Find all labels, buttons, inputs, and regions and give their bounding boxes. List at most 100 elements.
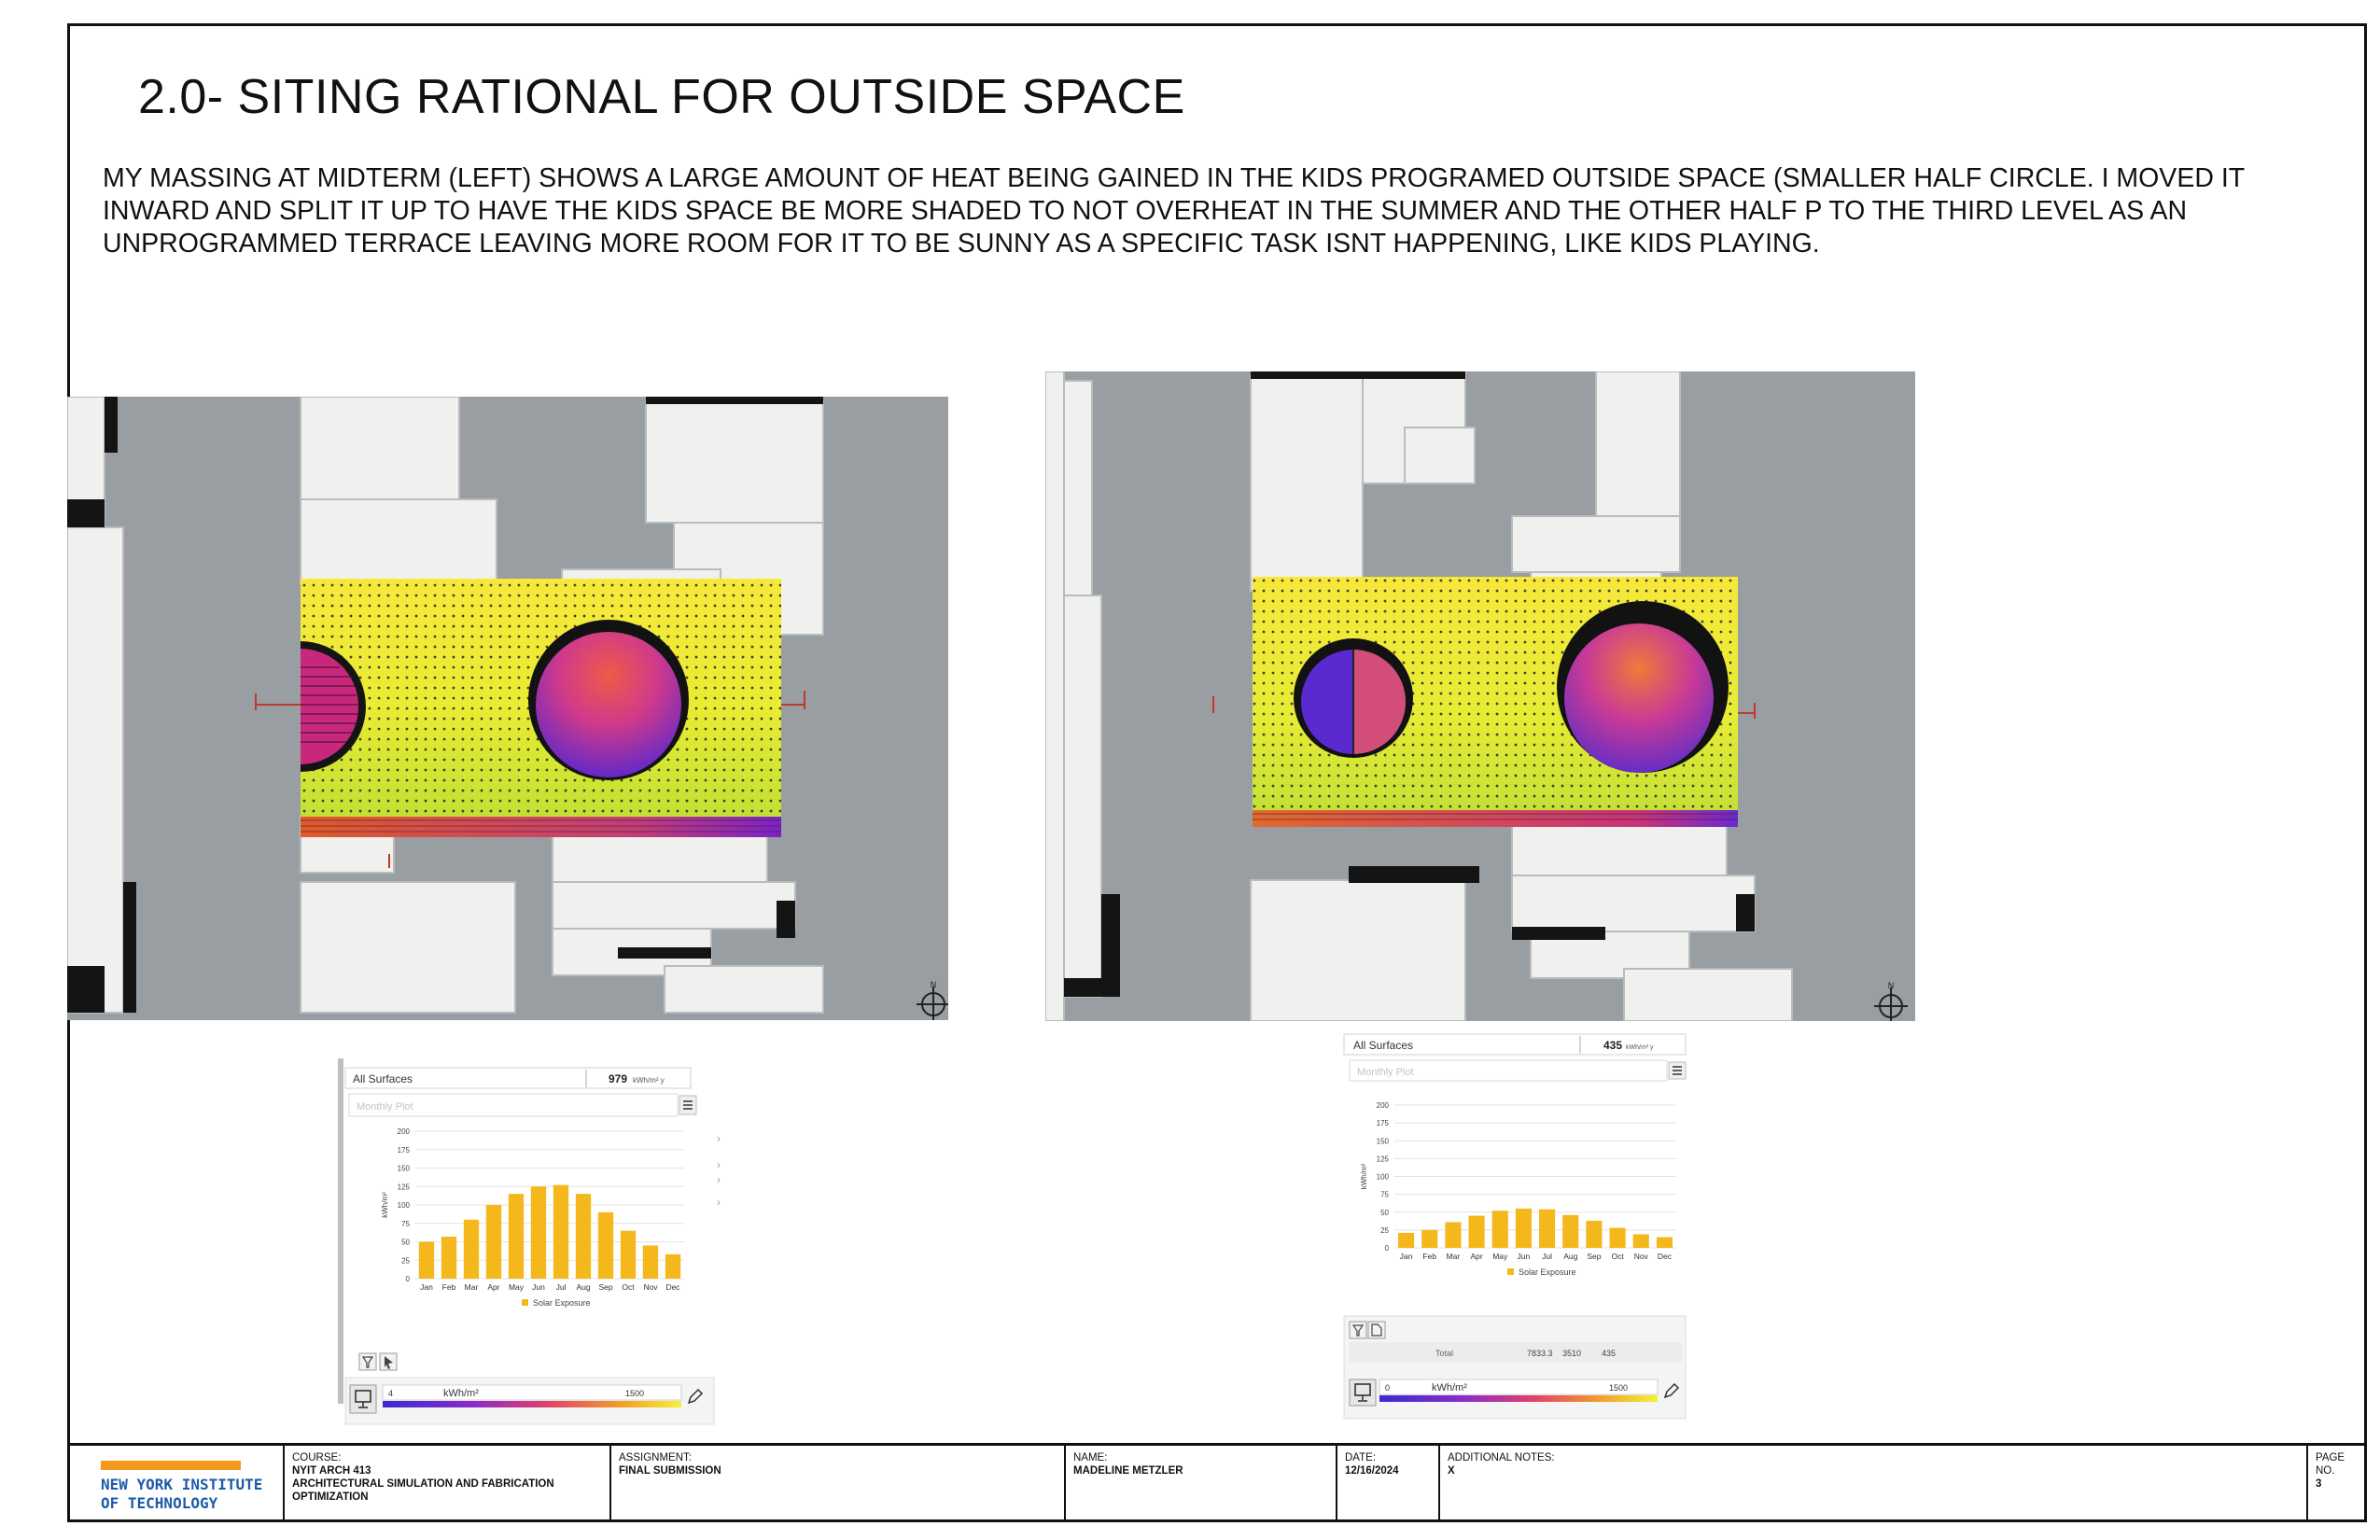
plot-select-label: Monthly Plot [357, 1101, 413, 1113]
edit-icon[interactable] [687, 1388, 704, 1405]
y-tick-label: 200 [1377, 1101, 1390, 1110]
compass-label: N [1888, 981, 1895, 990]
legend-unit: kWh/m² [443, 1388, 479, 1399]
x-tick-label: May [509, 1282, 525, 1292]
bar-aug [575, 1194, 592, 1279]
y-tick-label: 125 [398, 1183, 411, 1191]
bar-feb [1421, 1229, 1438, 1248]
bar-feb [441, 1236, 457, 1279]
display-button[interactable] [349, 1384, 377, 1414]
bar-dec [1656, 1237, 1673, 1248]
legend-label: Solar Exposure [1519, 1267, 1576, 1277]
right-analysis-panel: All Surfaces 435 kWh/m² y Monthly Plot 0… [1342, 1030, 1687, 1422]
legend-swatch [522, 1299, 528, 1306]
bar-jun [1515, 1208, 1532, 1248]
bar-jul [553, 1184, 569, 1279]
institution-logo: NEW YORK INSTITUTE OF TECHNOLOGY [101, 1476, 263, 1512]
legend-max: 1500 [625, 1389, 644, 1398]
x-tick-label: Oct [622, 1282, 635, 1292]
bar-dec [665, 1253, 681, 1279]
description-line: UNPROGRAMMED TERRACE LEAVING MORE ROOM F… [103, 229, 1820, 259]
legend-max: 1500 [1609, 1383, 1628, 1393]
bar-nov [1632, 1234, 1649, 1248]
plot-select[interactable] [348, 1093, 679, 1117]
bar-sep [597, 1211, 614, 1279]
y-axis-label: kWh/m² [381, 1192, 389, 1218]
svg-text:›: › [717, 1158, 721, 1171]
y-tick-label: 75 [1380, 1191, 1389, 1199]
y-tick-label: 200 [398, 1127, 411, 1136]
table-value-1: 7833.3 [1527, 1349, 1553, 1358]
edit-icon[interactable] [1663, 1382, 1680, 1399]
monthly-chart-right: 0 25 50 75 100 125 150 175 200 kWh/m² Jan Feb Mar Apr… [1360, 1101, 1676, 1277]
bar-oct [620, 1230, 637, 1279]
legend-unit: kWh/m² [1432, 1382, 1467, 1393]
bar-jun [530, 1186, 547, 1279]
x-tick-label: Oct [1611, 1252, 1624, 1261]
name-cell: NAME: MADELINE METZLER [1066, 1446, 1337, 1522]
legend-min: 0 [1385, 1383, 1390, 1393]
x-tick-label: Jul [556, 1282, 567, 1292]
total-value: 435 [1603, 1039, 1622, 1052]
bar-sep [1586, 1220, 1603, 1248]
x-tick-label: Sep [598, 1282, 612, 1292]
y-tick-label: 175 [398, 1146, 411, 1155]
x-tick-label: Mar [1447, 1252, 1461, 1261]
monthly-chart-left: 0 25 50 75 100 125 150 175 200 kWh/m² Jan Feb Mar Apr… [381, 1127, 684, 1308]
legend-min: 4 [388, 1389, 393, 1398]
x-tick-label: Sep [1587, 1252, 1601, 1261]
assignment-cell: ASSIGNMENT: FINAL SUBMISSION [611, 1446, 1066, 1522]
y-tick-label: 0 [1385, 1244, 1390, 1253]
y-tick-label: 0 [406, 1275, 411, 1283]
svg-text:›: › [717, 1196, 721, 1209]
svg-text:›: › [717, 1173, 721, 1186]
y-tick-label: 175 [1377, 1119, 1390, 1127]
legend-label: Solar Exposure [533, 1298, 591, 1308]
legend-gradient-bar [1379, 1395, 1658, 1402]
date-cell: DATE: 12/16/2024 [1337, 1446, 1440, 1522]
bar-jul [1539, 1209, 1556, 1248]
bar-may [508, 1194, 525, 1279]
surface-label: All Surfaces [1353, 1039, 1413, 1052]
plot-select[interactable] [1349, 1059, 1668, 1082]
description-line: MY MASSING AT MIDTERM (LEFT) SHOWS A LAR… [103, 163, 2246, 193]
legend-gradient-bar [383, 1401, 681, 1407]
bar-mar [463, 1219, 480, 1279]
midterm-massing-render: N [67, 397, 948, 1020]
total-value: 979 [609, 1072, 627, 1085]
legend-swatch [1507, 1268, 1514, 1275]
svg-text:›: › [717, 1132, 721, 1145]
x-tick-label: Feb [1422, 1252, 1436, 1261]
logo-cell: NEW YORK INSTITUTE OF TECHNOLOGY [67, 1446, 285, 1522]
x-tick-label: Jun [1518, 1252, 1531, 1261]
compass-label: N [931, 980, 937, 989]
x-tick-label: Mar [465, 1282, 479, 1292]
x-tick-label: Dec [665, 1282, 680, 1292]
plot-select-label: Monthly Plot [1357, 1067, 1414, 1078]
page-title: 2.0- SITING RATIONAL FOR OUTSIDE SPACE [138, 70, 1185, 124]
bar-nov [642, 1245, 659, 1279]
bar-apr [485, 1205, 502, 1279]
display-button[interactable] [1349, 1379, 1377, 1407]
bar-may [1491, 1211, 1508, 1248]
y-axis-label: kWh/m² [1360, 1163, 1368, 1189]
x-tick-label: Dec [1658, 1252, 1673, 1261]
x-tick-label: Feb [442, 1282, 456, 1292]
description-line: INWARD AND SPLIT IT UP TO HAVE THE KIDS … [103, 196, 2188, 226]
table-value-3: 435 [1602, 1349, 1616, 1358]
bar-aug [1562, 1214, 1579, 1248]
final-massing-render: N [1045, 371, 1915, 1021]
x-tick-label: Jan [1400, 1252, 1413, 1261]
y-tick-label: 125 [1377, 1155, 1390, 1163]
y-tick-label: 75 [401, 1220, 410, 1228]
x-tick-label: Jan [420, 1282, 433, 1292]
y-tick-label: 50 [401, 1239, 410, 1247]
title-block: NEW YORK INSTITUTE OF TECHNOLOGY COURSE:… [67, 1443, 2367, 1522]
notes-cell: ADDITIONAL NOTES: X [1440, 1446, 2308, 1522]
y-tick-label: 25 [401, 1256, 410, 1265]
bar-apr [1468, 1215, 1485, 1248]
x-tick-label: May [1492, 1252, 1508, 1261]
x-tick-label: Aug [1563, 1252, 1577, 1261]
table-value-2: 3510 [1562, 1349, 1581, 1358]
y-tick-label: 50 [1380, 1209, 1389, 1217]
